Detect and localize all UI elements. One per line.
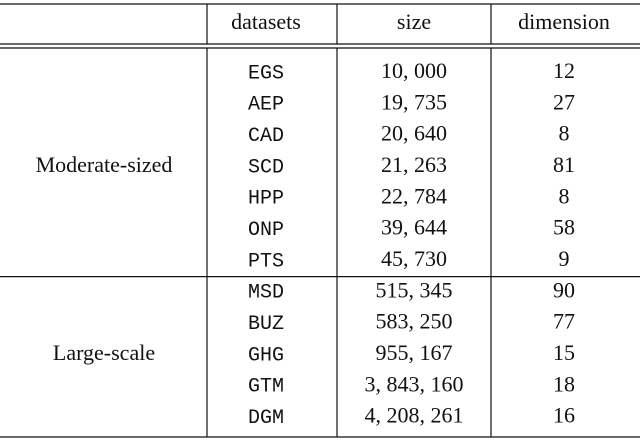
dataset-name: BUZ [248,313,284,336]
size-cell: 22, 784 [381,183,447,208]
size-cell: 583, 250 [376,309,453,334]
dataset-name: HPP [248,188,284,211]
dimension-cell: 9 [559,246,570,271]
size-cell: 4, 208, 261 [365,403,464,428]
dimension-cell: 81 [553,152,575,177]
dimension-cell: 18 [553,371,575,396]
dimension-cell: 8 [559,183,570,208]
dimension-cell: 15 [553,340,575,365]
dataset-name: AEP [248,94,284,117]
dataset-name: GTM [248,376,284,399]
size-cell: 45, 730 [381,246,447,271]
dataset-name: DGM [248,407,284,430]
size-cell: 19, 735 [381,89,447,114]
dimension-cell: 12 [553,58,575,83]
dataset-name: GHG [248,344,284,367]
size-cell: 20, 640 [381,121,447,146]
size-cell: 3, 843, 160 [365,371,464,396]
size-cell: 955, 167 [376,340,453,365]
dimension-cell: 27 [553,89,575,114]
size-cell: 39, 644 [381,215,447,240]
dataset-name: PTS [248,250,284,273]
group-label: Moderate-sized [36,152,173,177]
dataset-name: EGS [248,62,284,85]
dimension-cell: 90 [553,277,575,302]
dimension-cell: 58 [553,215,575,240]
header-cell: dimension [518,9,610,34]
dimension-cell: 8 [559,121,570,146]
dataset-name: MSD [248,282,284,305]
header-cell: datasets [231,9,301,34]
header-cell: size [397,9,431,34]
dimension-cell: 77 [553,309,575,334]
size-cell: 21, 263 [381,152,447,177]
group-label: Large-scale [53,340,155,365]
dimension-cell: 16 [553,403,575,428]
dataset-name: SCD [248,156,284,179]
size-cell: 515, 345 [376,277,453,302]
size-cell: 10, 000 [381,58,447,83]
dataset-name: CAD [248,125,284,148]
dataset-name: ONP [248,219,284,242]
